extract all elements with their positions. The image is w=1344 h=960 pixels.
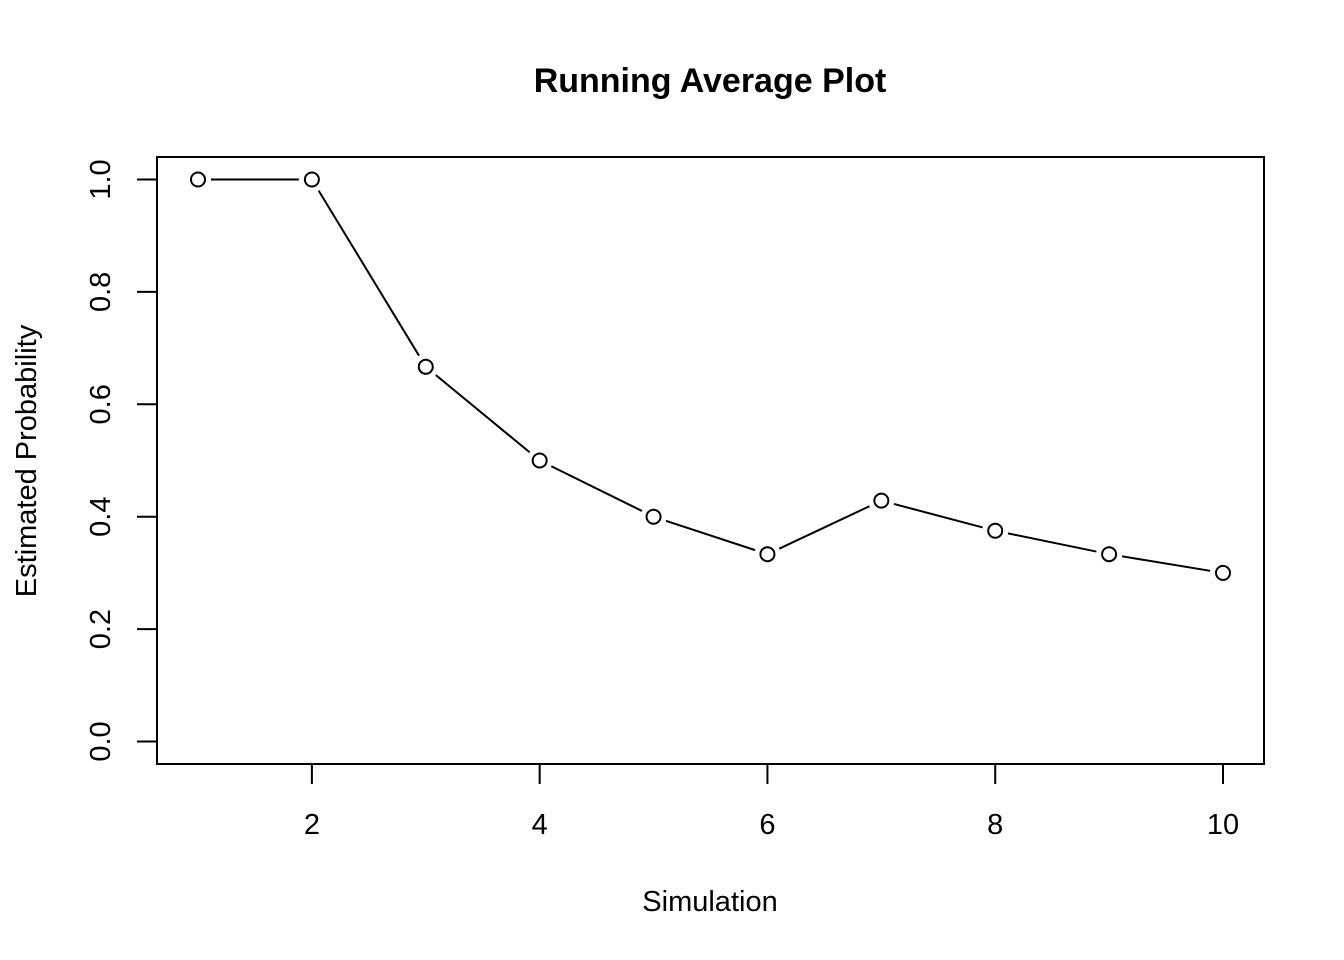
series-segment [317, 190, 420, 357]
data-point [873, 492, 890, 509]
series-segment [1007, 532, 1097, 553]
series-segment [893, 502, 983, 529]
y-tick-label: 0.4 [85, 497, 117, 537]
x-tick-label: 6 [759, 809, 775, 841]
y-tick-label: 0.2 [85, 609, 117, 649]
series-segment [550, 465, 643, 512]
y-tick-label: 1.0 [85, 159, 117, 199]
series-line [211, 178, 1211, 572]
x-tick-label: 10 [1207, 809, 1239, 841]
y-tick-label: 0.0 [85, 721, 117, 761]
data-point [190, 171, 206, 188]
y-tick-label: 0.8 [85, 272, 117, 312]
data-point [759, 546, 776, 563]
y-axis: 0.0 0.2 0.4 0.6 0.8 1.0 [85, 159, 157, 762]
x-tick-label: 8 [987, 809, 1003, 841]
data-point [645, 508, 662, 525]
series-points [190, 171, 1231, 581]
data-point [987, 522, 1004, 539]
x-axis: 2 4 6 8 10 [304, 764, 1239, 841]
data-point [1215, 564, 1231, 581]
y-axis-label: Estimated Probability [11, 324, 43, 597]
x-axis-label: Simulation [642, 886, 777, 918]
plot-frame [156, 156, 1265, 765]
y-tick-label: 0.6 [85, 384, 117, 424]
series-segment [778, 505, 870, 550]
data-point [303, 171, 320, 188]
x-tick-label: 2 [304, 809, 320, 841]
series-segment [435, 374, 531, 454]
data-point [1101, 546, 1118, 563]
series-segment [1121, 555, 1211, 572]
chart-title: Running Average Plot [534, 62, 887, 100]
data-point [531, 452, 548, 469]
data-point [417, 358, 434, 375]
x-tick-label: 4 [532, 809, 548, 841]
series-segment [665, 519, 756, 552]
